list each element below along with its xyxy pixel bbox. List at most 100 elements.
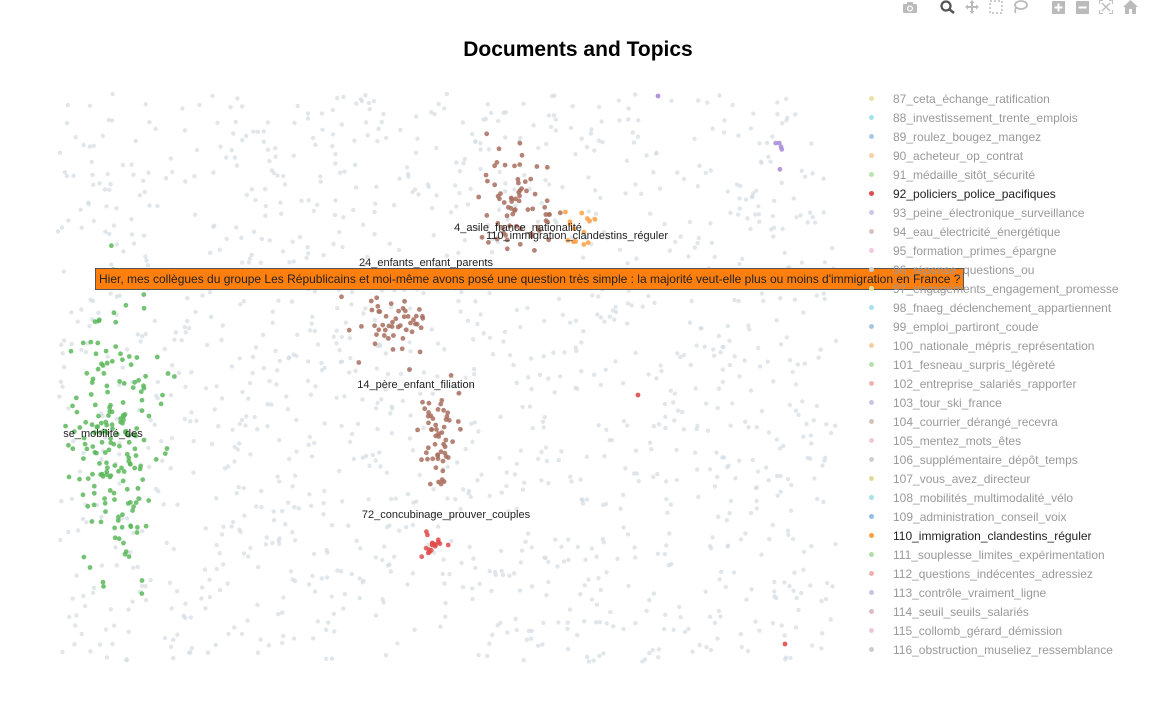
cluster-point[interactable] bbox=[377, 309, 383, 314]
background-point[interactable] bbox=[487, 641, 492, 646]
background-point[interactable] bbox=[205, 650, 211, 655]
background-point[interactable] bbox=[790, 536, 796, 542]
background-point[interactable] bbox=[155, 203, 160, 209]
background-point[interactable] bbox=[470, 337, 476, 342]
legend-item[interactable]: 108_mobilités_multimodalité_vélo bbox=[866, 488, 1146, 507]
background-point[interactable] bbox=[695, 423, 700, 428]
cluster-point[interactable] bbox=[109, 243, 114, 249]
background-point[interactable] bbox=[405, 171, 411, 177]
cluster-point[interactable] bbox=[433, 422, 439, 428]
background-point[interactable] bbox=[753, 212, 758, 217]
cluster-point[interactable] bbox=[543, 212, 549, 217]
background-point[interactable] bbox=[720, 455, 725, 460]
background-point[interactable] bbox=[70, 596, 75, 601]
background-point[interactable] bbox=[79, 225, 84, 230]
background-point[interactable] bbox=[761, 298, 766, 304]
background-point[interactable] bbox=[672, 418, 677, 423]
cluster-point[interactable] bbox=[429, 427, 434, 432]
background-point[interactable] bbox=[743, 197, 749, 202]
background-point[interactable] bbox=[598, 587, 603, 593]
legend-item[interactable]: 90_acheteur_op_contrat bbox=[866, 146, 1146, 165]
background-point[interactable] bbox=[468, 186, 473, 192]
background-point[interactable] bbox=[598, 195, 603, 201]
background-point[interactable] bbox=[551, 350, 556, 355]
background-point[interactable] bbox=[183, 330, 188, 335]
background-point[interactable] bbox=[244, 133, 249, 139]
zoom-in-icon[interactable] bbox=[1049, 0, 1067, 14]
background-point[interactable] bbox=[152, 318, 157, 324]
background-point[interactable] bbox=[786, 532, 791, 538]
background-point[interactable] bbox=[192, 212, 198, 217]
background-point[interactable] bbox=[429, 327, 434, 332]
cluster-point[interactable] bbox=[519, 186, 524, 192]
background-point[interactable] bbox=[267, 238, 272, 243]
background-point[interactable] bbox=[544, 141, 549, 147]
background-point[interactable] bbox=[373, 555, 379, 560]
cluster-point[interactable] bbox=[90, 444, 96, 449]
background-point[interactable] bbox=[809, 544, 814, 549]
background-point[interactable] bbox=[750, 457, 755, 463]
background-point[interactable] bbox=[792, 297, 798, 302]
background-point[interactable] bbox=[217, 587, 223, 593]
background-point[interactable] bbox=[441, 557, 446, 562]
background-point[interactable] bbox=[332, 629, 337, 634]
background-point[interactable] bbox=[421, 370, 427, 375]
background-point[interactable] bbox=[690, 649, 695, 654]
cluster-point[interactable] bbox=[85, 503, 91, 509]
background-point[interactable] bbox=[791, 196, 796, 201]
cluster-point[interactable] bbox=[89, 519, 95, 524]
background-point[interactable] bbox=[240, 260, 245, 265]
background-point[interactable] bbox=[58, 537, 63, 543]
cluster-point[interactable] bbox=[359, 324, 364, 329]
cluster-point[interactable] bbox=[516, 190, 522, 195]
background-point[interactable] bbox=[235, 447, 241, 452]
background-point[interactable] bbox=[656, 422, 662, 427]
background-point[interactable] bbox=[496, 207, 502, 212]
background-point[interactable] bbox=[579, 136, 584, 141]
background-point[interactable] bbox=[249, 187, 255, 192]
background-point[interactable] bbox=[130, 599, 135, 604]
background-point[interactable] bbox=[546, 376, 551, 381]
cluster-point[interactable] bbox=[401, 314, 407, 320]
cluster-point[interactable] bbox=[413, 313, 419, 319]
cluster-point[interactable] bbox=[409, 329, 415, 335]
background-point[interactable] bbox=[407, 340, 412, 345]
background-point[interactable] bbox=[486, 147, 492, 152]
background-point[interactable] bbox=[318, 179, 323, 184]
background-point[interactable] bbox=[655, 551, 661, 556]
background-point[interactable] bbox=[663, 414, 668, 419]
background-point[interactable] bbox=[282, 182, 288, 187]
background-point[interactable] bbox=[802, 361, 808, 366]
background-point[interactable] bbox=[519, 548, 525, 553]
background-point[interactable] bbox=[191, 438, 196, 444]
background-point[interactable] bbox=[550, 94, 555, 99]
background-point[interactable] bbox=[778, 473, 783, 479]
background-point[interactable] bbox=[654, 150, 659, 155]
background-point[interactable] bbox=[325, 550, 330, 555]
cluster-point[interactable] bbox=[103, 509, 108, 514]
cluster-point[interactable] bbox=[77, 425, 83, 430]
background-point[interactable] bbox=[589, 597, 595, 602]
background-point[interactable] bbox=[833, 423, 838, 428]
cluster-point[interactable] bbox=[545, 219, 550, 225]
cluster-point[interactable] bbox=[426, 410, 431, 415]
cluster-point[interactable] bbox=[445, 410, 451, 416]
background-point[interactable] bbox=[593, 620, 599, 625]
cluster-point[interactable] bbox=[95, 424, 101, 429]
background-point[interactable] bbox=[584, 497, 590, 502]
background-point[interactable] bbox=[152, 422, 157, 427]
background-point[interactable] bbox=[267, 158, 272, 164]
background-point[interactable] bbox=[498, 548, 504, 554]
cluster-point[interactable] bbox=[441, 441, 446, 447]
background-point[interactable] bbox=[814, 403, 820, 409]
background-point[interactable] bbox=[543, 445, 549, 450]
background-point[interactable] bbox=[738, 631, 744, 637]
background-point[interactable] bbox=[507, 352, 513, 358]
background-point[interactable] bbox=[407, 436, 413, 441]
background-point[interactable] bbox=[169, 606, 174, 611]
background-point[interactable] bbox=[414, 499, 419, 504]
cluster-point[interactable] bbox=[432, 441, 438, 447]
background-point[interactable] bbox=[687, 320, 693, 325]
cluster-point[interactable] bbox=[433, 465, 439, 471]
background-point[interactable] bbox=[97, 181, 102, 186]
